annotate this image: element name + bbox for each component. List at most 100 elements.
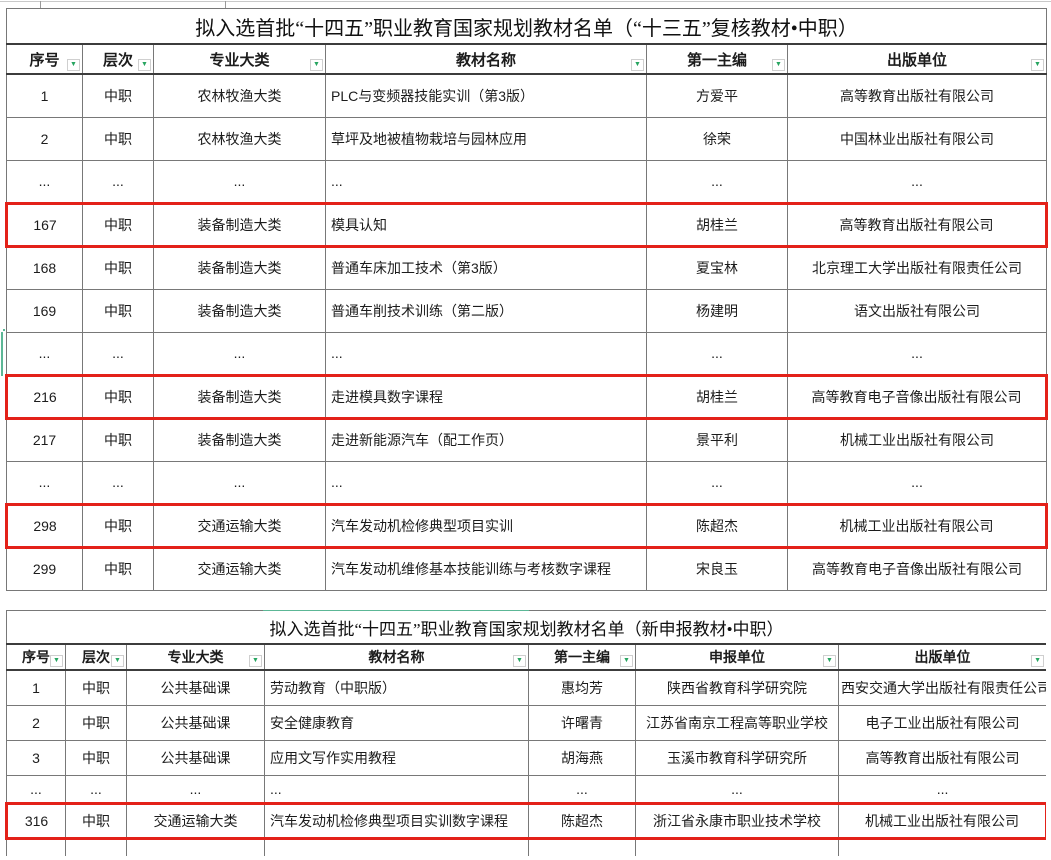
cell[interactable]: 草坪及地被植物栽培与园林应用 xyxy=(325,116,647,161)
cell[interactable]: ... xyxy=(153,331,326,376)
cell[interactable]: 汽车发动机检修典型项目实训数字课程 xyxy=(264,801,529,840)
cell[interactable]: 2 xyxy=(6,704,66,741)
cell[interactable]: 玉溪市教育科学研究所 xyxy=(635,739,839,776)
cell[interactable]: 中职 xyxy=(82,502,154,549)
cell[interactable] xyxy=(126,837,265,856)
cell[interactable]: 许曙青 xyxy=(528,704,636,741)
cell[interactable]: 高等教育出版社有限公司 xyxy=(786,73,1048,118)
cell[interactable]: PLC与变频器技能实训（第3版） xyxy=(325,73,647,118)
cell[interactable]: 装备制造大类 xyxy=(153,201,326,248)
filter-dropdown-icon[interactable]: ▼ xyxy=(823,655,836,667)
cell[interactable]: ... xyxy=(6,460,83,505)
cell[interactable]: 农林牧渔大类 xyxy=(153,116,326,161)
cell[interactable]: 交通运输大类 xyxy=(153,502,326,549)
cell[interactable]: 中职 xyxy=(82,546,154,591)
cell[interactable]: 中职 xyxy=(65,739,127,776)
cell[interactable]: 陈超杰 xyxy=(528,801,636,840)
filter-dropdown-icon[interactable]: ▼ xyxy=(631,59,644,71)
cell[interactable]: 高等教育出版社有限公司 xyxy=(786,201,1049,248)
cell[interactable]: 模具认知 xyxy=(325,201,647,248)
cell[interactable]: ... xyxy=(837,774,1046,804)
cell[interactable]: 江苏省南京工程高等职业学校 xyxy=(635,704,839,741)
cell[interactable]: ... xyxy=(6,159,83,204)
cell[interactable]: 公共基础课 xyxy=(126,704,265,741)
cell[interactable]: 胡桂兰 xyxy=(646,373,788,420)
cell[interactable]: ... xyxy=(646,159,788,204)
cell[interactable]: 装备制造大类 xyxy=(153,245,326,290)
cell[interactable]: 交通运输大类 xyxy=(153,546,326,591)
cell[interactable]: 陕西省教育科学研究院 xyxy=(635,669,839,706)
cell[interactable]: ... xyxy=(6,331,83,376)
cell[interactable]: 方爱平 xyxy=(646,73,788,118)
cell[interactable]: 中国林业出版社有限公司 xyxy=(786,116,1048,161)
cell[interactable]: 胡海燕 xyxy=(528,739,636,776)
filter-dropdown-icon[interactable]: ▼ xyxy=(772,59,785,71)
filter-dropdown-icon[interactable]: ▼ xyxy=(111,655,124,667)
cell[interactable]: ... xyxy=(82,460,154,505)
cell[interactable]: 中职 xyxy=(82,288,154,333)
cell[interactable]: 高等教育出版社有限公司 xyxy=(837,739,1046,776)
cell[interactable] xyxy=(264,837,529,856)
filter-dropdown-icon[interactable]: ▼ xyxy=(249,655,262,667)
cell[interactable]: 机械工业出版社有限公司 xyxy=(786,417,1048,462)
cell[interactable]: 中职 xyxy=(82,116,154,161)
cell[interactable]: 298 xyxy=(5,502,83,549)
cell[interactable]: 普通车削技术训练（第二版） xyxy=(325,288,647,333)
cell[interactable]: 公共基础课 xyxy=(126,739,265,776)
cell[interactable]: 216 xyxy=(5,373,83,420)
cell[interactable]: ... xyxy=(325,331,647,376)
cell[interactable]: ... xyxy=(153,460,326,505)
cell[interactable] xyxy=(528,837,636,856)
cell[interactable]: ... xyxy=(82,159,154,204)
cell[interactable]: 应用文写作实用教程 xyxy=(264,739,529,776)
cell[interactable]: ... xyxy=(82,331,154,376)
cell[interactable]: 浙江省永康市职业技术学校 xyxy=(635,801,839,840)
cell[interactable]: 1 xyxy=(6,73,83,118)
cell[interactable]: ... xyxy=(528,774,636,804)
cell[interactable]: 惠均芳 xyxy=(528,669,636,706)
cell[interactable]: 299 xyxy=(6,546,83,591)
cell[interactable]: 中职 xyxy=(82,417,154,462)
cell[interactable]: ... xyxy=(786,331,1048,376)
cell[interactable]: 普通车床加工技术（第3版） xyxy=(325,245,647,290)
cell[interactable]: 北京理工大学出版社有限责任公司 xyxy=(786,245,1048,290)
cell[interactable]: 机械工业出版社有限公司 xyxy=(786,502,1049,549)
cell[interactable]: 1 xyxy=(6,669,66,706)
filter-dropdown-icon[interactable]: ▼ xyxy=(1031,59,1045,71)
cell[interactable]: 陈超杰 xyxy=(646,502,788,549)
cell[interactable]: 316 xyxy=(5,801,66,840)
cell[interactable]: ... xyxy=(646,460,788,505)
cell[interactable]: 胡桂兰 xyxy=(646,201,788,248)
cell[interactable]: 汽车发动机维修基本技能训练与考核数字课程 xyxy=(325,546,647,591)
cell[interactable]: ... xyxy=(646,331,788,376)
cell[interactable]: ... xyxy=(153,159,326,204)
cell[interactable]: 高等教育电子音像出版社有限公司 xyxy=(786,546,1048,591)
cell[interactable]: ... xyxy=(65,774,127,804)
cell[interactable] xyxy=(65,837,127,856)
cell[interactable]: ... xyxy=(786,159,1048,204)
cell[interactable]: 电子工业出版社有限公司 xyxy=(837,704,1046,741)
cell[interactable]: ... xyxy=(786,460,1048,505)
cell[interactable]: 劳动教育（中职版） xyxy=(264,669,529,706)
cell[interactable]: 高等教育电子音像出版社有限公司 xyxy=(786,373,1049,420)
filter-dropdown-icon[interactable]: ▼ xyxy=(50,655,63,667)
cell[interactable]: 交通运输大类 xyxy=(126,801,265,840)
cell[interactable]: 3 xyxy=(6,739,66,776)
filter-dropdown-icon[interactable]: ▼ xyxy=(513,655,526,667)
cell[interactable]: 装备制造大类 xyxy=(153,288,326,333)
cell[interactable] xyxy=(635,837,839,856)
cell[interactable]: 杨建明 xyxy=(646,288,788,333)
cell[interactable]: 走进新能源汽车（配工作页） xyxy=(325,417,647,462)
cell[interactable]: 中职 xyxy=(65,801,127,840)
filter-dropdown-icon[interactable]: ▼ xyxy=(310,59,323,71)
cell[interactable]: 汽车发动机检修典型项目实训 xyxy=(325,502,647,549)
filter-dropdown-icon[interactable]: ▼ xyxy=(620,655,633,667)
filter-dropdown-icon[interactable]: ▼ xyxy=(138,59,151,71)
filter-dropdown-icon[interactable]: ▼ xyxy=(67,59,80,71)
filter-dropdown-icon[interactable]: ▼ xyxy=(1031,655,1045,667)
cell[interactable]: 167 xyxy=(5,201,83,248)
cell[interactable]: 217 xyxy=(6,417,83,462)
cell[interactable]: 走进模具数字课程 xyxy=(325,373,647,420)
cell[interactable]: 装备制造大类 xyxy=(153,417,326,462)
cell[interactable] xyxy=(837,837,1046,856)
